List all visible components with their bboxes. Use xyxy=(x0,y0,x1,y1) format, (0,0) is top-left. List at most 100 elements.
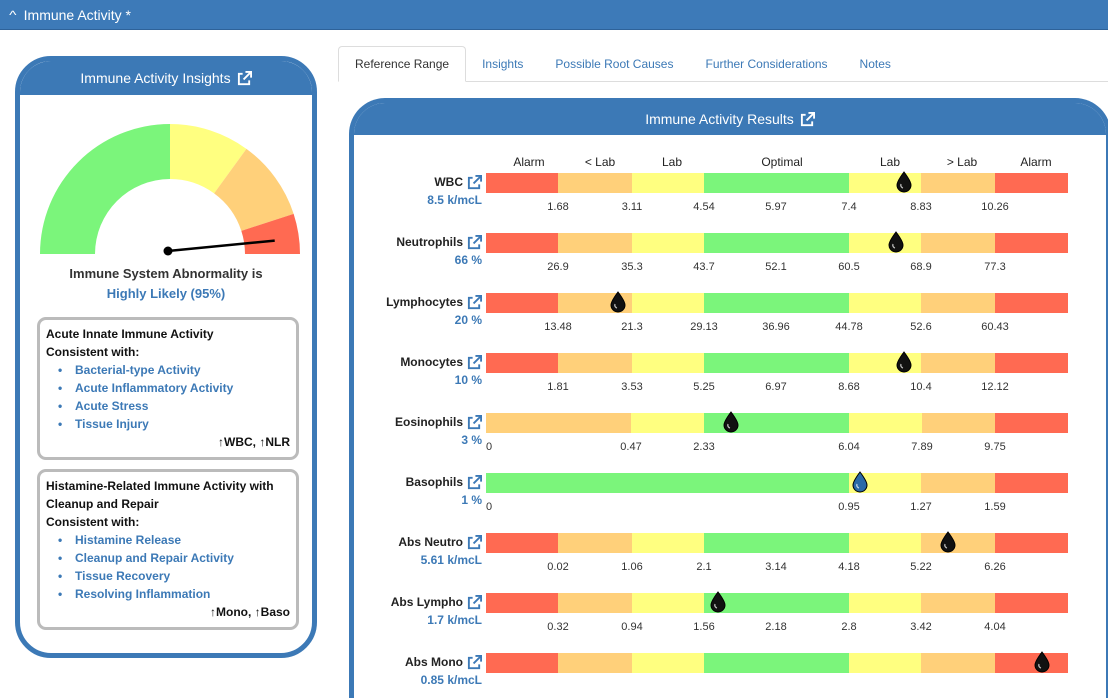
range-segment-alarm xyxy=(995,233,1068,253)
result-name[interactable]: Neutrophils xyxy=(396,235,482,250)
range-segment-outside-lab xyxy=(558,593,632,613)
external-link-icon[interactable] xyxy=(467,535,482,550)
range-tick-label: 5.22 xyxy=(910,561,932,573)
range-tick-label: 6.04 xyxy=(838,441,860,453)
result-marker-icon xyxy=(1034,651,1050,673)
result-name[interactable]: Abs Neutro xyxy=(398,535,482,550)
insight-link[interactable]: Acute Inflammatory Activity xyxy=(58,379,290,397)
range-tick-label: 44.78 xyxy=(835,321,863,333)
result-row: Abs Mono 0.85 k/mcL xyxy=(354,651,1106,698)
tab-possible-root-causes[interactable]: Possible Root Causes xyxy=(555,57,674,71)
insight-link[interactable]: Resolving Inflammation xyxy=(58,585,290,603)
result-name[interactable]: Abs Mono xyxy=(405,655,482,670)
insight-link[interactable]: Histamine Release xyxy=(58,531,290,549)
range-tick-label: 1.59 xyxy=(984,501,1006,513)
range-tick-label: 0.32 xyxy=(547,621,569,633)
external-link-icon[interactable] xyxy=(467,415,482,430)
range-tick-label: 0.95 xyxy=(838,501,860,513)
range-segment-alarm xyxy=(486,593,558,613)
range-header-label: > Lab xyxy=(946,155,978,169)
range-segment-optimal xyxy=(704,233,849,253)
results-title: Immune Activity Results xyxy=(645,111,794,127)
result-value: 20 % xyxy=(454,313,482,327)
range-tick-label: 4.18 xyxy=(838,561,860,573)
external-link-icon[interactable] xyxy=(467,295,482,310)
range-bar xyxy=(486,291,1068,313)
insight-link[interactable]: Tissue Recovery xyxy=(58,567,290,585)
range-segment-lab xyxy=(632,353,704,373)
range-bar xyxy=(486,531,1068,553)
range-tick-label: 8.83 xyxy=(910,201,932,213)
range-tick-label: 4.54 xyxy=(693,201,715,213)
insight-link[interactable]: Tissue Injury xyxy=(58,415,290,433)
external-link-icon[interactable] xyxy=(467,475,482,490)
result-name[interactable]: Lymphocytes xyxy=(386,295,482,310)
range-tick-label: 2.33 xyxy=(693,441,715,453)
insight-link[interactable]: Cleanup and Repair Activity xyxy=(58,549,290,567)
tab-reference-range[interactable]: Reference Range xyxy=(338,46,467,82)
result-name[interactable]: WBC xyxy=(434,175,482,190)
abnormality-label: Immune System Abnormality is xyxy=(69,266,263,281)
insight-link[interactable]: Bacterial-type Activity xyxy=(58,361,290,379)
range-segment-lab xyxy=(632,173,704,193)
range-tick-label: 21.3 xyxy=(621,321,643,333)
range-tick-label: 7.89 xyxy=(911,441,933,453)
result-name[interactable]: Monocytes xyxy=(400,355,482,370)
insight-link[interactable]: Acute Stress xyxy=(58,397,290,415)
external-link-icon[interactable] xyxy=(467,355,482,370)
range-tick-label: 43.7 xyxy=(693,261,715,273)
result-value: 5.61 k/mcL xyxy=(420,553,482,567)
range-segment-lab xyxy=(849,293,921,313)
range-tick-label: 6.97 xyxy=(765,381,787,393)
result-name[interactable]: Basophils xyxy=(406,475,482,490)
range-header-label: Lab xyxy=(879,155,901,169)
range-segment-optimal xyxy=(704,533,849,553)
range-tick-label: 36.96 xyxy=(762,321,790,333)
range-segment-outside-lab xyxy=(486,413,631,433)
result-marker-icon xyxy=(896,351,912,373)
tab-further-considerations[interactable]: Further Considerations xyxy=(705,57,828,71)
result-name[interactable]: Abs Lympho xyxy=(391,595,482,610)
range-segment-alarm xyxy=(486,653,558,673)
range-segment-optimal xyxy=(704,413,849,433)
external-link-icon[interactable] xyxy=(467,595,482,610)
external-link-icon[interactable] xyxy=(467,175,482,190)
chevron-up-icon[interactable]: ^ xyxy=(9,7,17,22)
result-name[interactable]: Eosinophils xyxy=(395,415,482,430)
insight-box-markers: ↑Mono, ↑Baso xyxy=(210,605,290,619)
result-marker-icon xyxy=(610,291,626,313)
range-tick-label: 5.97 xyxy=(765,201,787,213)
range-segment-outside-lab xyxy=(921,533,995,553)
range-tick-label: 1.68 xyxy=(547,201,569,213)
section-header[interactable]: ^ Immune Activity * xyxy=(0,0,1108,30)
insight-box-histamine: Histamine-Related Immune Activity with C… xyxy=(37,469,299,630)
result-value: 3 % xyxy=(461,433,482,447)
range-segment-lab xyxy=(632,533,704,553)
external-link-icon[interactable] xyxy=(237,70,252,86)
range-segment-optimal xyxy=(704,593,849,613)
insight-box-title: Acute Innate Immune Activity xyxy=(46,327,214,341)
result-name-label: Lymphocytes xyxy=(386,295,463,309)
range-segment-optimal xyxy=(486,473,849,493)
tab-insights[interactable]: Insights xyxy=(482,57,524,71)
range-segment-lab xyxy=(631,413,704,433)
range-tick-label: 52.1 xyxy=(765,261,787,273)
tab-notes[interactable]: Notes xyxy=(859,57,891,71)
external-link-icon[interactable] xyxy=(467,655,482,670)
range-tick-label: 35.3 xyxy=(621,261,643,273)
range-segment-alarm xyxy=(995,413,1068,433)
result-row: Abs Neutro 5.61 k/mcL 0.02 1.06 2.1 3.14 4.18 5… xyxy=(354,531,1106,593)
result-name-label: Basophils xyxy=(405,475,463,489)
result-row: Lymphocytes 20 % 13.48 21.3 29.13 36.96 44.78 5… xyxy=(354,291,1106,353)
external-link-icon[interactable] xyxy=(800,111,815,127)
result-marker-icon xyxy=(896,171,912,193)
range-tick-label: 3.42 xyxy=(910,621,932,633)
range-segment-alarm xyxy=(995,533,1068,553)
range-bar xyxy=(486,471,1068,493)
external-link-icon[interactable] xyxy=(467,235,482,250)
range-tick-label: 13.48 xyxy=(544,321,572,333)
range-segment-outside-lab xyxy=(921,233,995,253)
range-tick-label: 60.5 xyxy=(838,261,860,273)
range-segment-lab xyxy=(632,593,704,613)
range-segment-outside-lab xyxy=(922,413,995,433)
